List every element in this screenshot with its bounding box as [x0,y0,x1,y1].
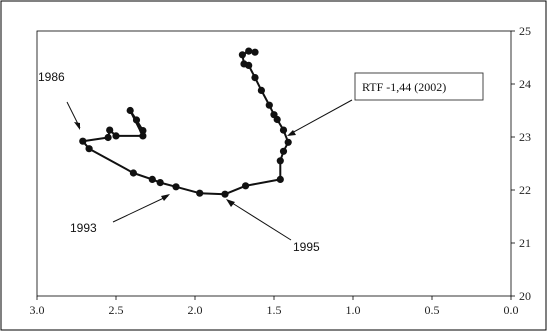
y-axis: 20 21 22 23 24 25 [511,24,531,303]
x-tick-label: 1.5 [267,303,282,317]
annotation-1993-label: 1993 [70,221,97,235]
data-point [104,133,112,142]
annotation-1995-label: 1995 [293,240,320,254]
data-point [238,51,246,59]
data-point [284,138,292,146]
annotation-rtf-box [354,72,484,101]
x-tick-label: 2.5 [109,303,124,317]
annotation-1995-arrow [228,200,292,241]
x-tick-label: 1.0 [346,303,361,317]
annotation-rtf: RTF -1,44 (2002) [287,72,484,136]
data-point [85,145,93,153]
data-point [279,126,288,134]
y-tick-label: 21 [519,236,531,250]
x-tick-label: 0.5 [425,303,440,317]
data-point [270,111,278,119]
data-point [129,169,137,177]
plot-area [36,30,512,297]
data-point [148,175,156,183]
y-tick-label: 22 [519,183,531,197]
series-line [81,50,290,196]
data-point [126,106,134,115]
y-tick-label: 23 [519,130,531,144]
x-tick-label: 2.0 [188,303,203,317]
x-tick-label: 3.0 [30,303,45,317]
data-point [257,86,265,94]
annotation-rtf-label: RTF -1,44 (2002) [362,80,446,94]
annotation-rtf-arrow [289,99,353,135]
x-axis: 3.0 2.5 2.0 1.5 1.0 0.5 0.0 [30,296,519,317]
data-point [79,137,87,145]
data-point [240,60,248,68]
data-point [276,157,284,165]
data-point [139,127,147,135]
data-point [132,116,141,124]
data-point [156,179,164,187]
annotation-1993: 1993 [70,194,170,235]
data-points [79,47,292,198]
data-point [112,132,120,140]
y-tick-label: 25 [519,24,531,38]
annotation-1986: 1986 [38,70,81,130]
data-point [279,147,288,155]
y-tick-label: 20 [519,289,531,303]
annotation-1995: 1995 [226,199,320,254]
x-tick-label: 0.0 [504,303,519,317]
data-point [172,183,180,191]
data-point [106,126,114,134]
annotation-1986-label: 1986 [38,70,65,84]
data-point [251,74,259,82]
annotation-rtf-arrowhead [287,130,296,136]
data-point [221,190,229,198]
data-point [265,101,273,109]
data-point [139,132,147,140]
data-point [245,47,253,55]
y-tick-label: 24 [519,77,531,91]
data-point [276,175,284,183]
annotation-1993-arrowhead [161,194,170,201]
annotation-1986-arrowhead [74,122,80,130]
data-point [251,48,259,56]
data-point [196,189,204,197]
annotation-1993-arrow [112,195,169,223]
data-point [242,182,250,190]
annotation-1995-arrowhead [226,199,235,207]
